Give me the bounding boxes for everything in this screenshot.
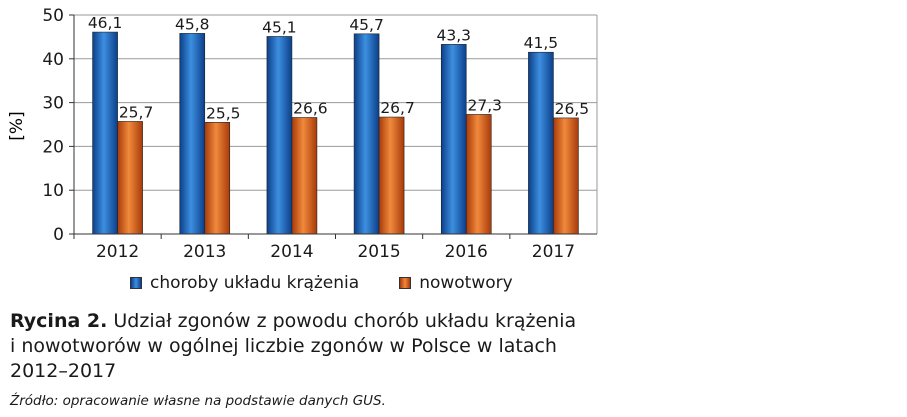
bar <box>204 122 231 235</box>
y-tick-label: 50 <box>42 6 64 26</box>
caption-line-1: Udział zgonów z powodu chorób układu krą… <box>107 310 577 332</box>
data-label: 45,8 <box>175 15 210 33</box>
bar <box>440 44 467 235</box>
data-label: 45,7 <box>349 16 384 34</box>
legend-swatch-orange <box>399 277 412 289</box>
caption-line-2: i nowotworów w ogólnej liczbie zgonów w … <box>10 335 557 357</box>
y-tick-label: 20 <box>42 137 64 157</box>
bar <box>291 117 318 235</box>
data-label: 41,5 <box>524 34 559 52</box>
x-tick-label: 2015 <box>357 242 400 262</box>
source-note: Źródło: opracowanie własne na podstawie … <box>10 393 386 409</box>
bar <box>92 31 118 235</box>
y-axis-label: [%] <box>7 111 27 140</box>
legend-label: nowotwory <box>419 273 513 293</box>
caption-prefix: Rycina 2. <box>10 310 108 332</box>
x-tick-label: 2012 <box>96 242 139 262</box>
bar <box>528 51 554 235</box>
data-label: 43,3 <box>436 26 471 44</box>
bar <box>378 116 405 235</box>
data-label: 45,1 <box>262 18 297 36</box>
figure-caption: Rycina 2. Udział zgonów z powodu chorób … <box>10 309 610 384</box>
bar <box>465 114 492 235</box>
data-label: 25,5 <box>206 104 241 122</box>
y-tick-label: 0 <box>53 225 64 245</box>
x-tick-label: 2014 <box>270 242 313 262</box>
legend-label: choroby układu krążenia <box>150 273 360 293</box>
legend-swatch-blue <box>130 277 142 289</box>
y-tick-label: 40 <box>42 50 64 70</box>
legend: choroby układu krążenia nowotwory <box>130 273 553 293</box>
x-tick-label: 2013 <box>183 242 226 262</box>
bar <box>179 33 206 235</box>
bar <box>266 36 293 235</box>
legend-item-series-2: nowotwory <box>399 273 513 293</box>
bars <box>92 31 579 235</box>
bar <box>117 121 143 235</box>
bar <box>353 33 380 235</box>
gridlines <box>74 14 598 234</box>
data-label: 25,7 <box>119 103 154 121</box>
data-label: 27,3 <box>467 96 502 114</box>
caption-line-3: 2012–2017 <box>10 360 117 382</box>
x-tick-label: 2016 <box>445 242 488 262</box>
data-label: 46,1 <box>88 14 123 32</box>
data-label: 26,5 <box>555 100 590 118</box>
data-labels: 46,1 25,7 45,8 25,5 45,1 26,6 45,7 26,7 43,3 27,3… <box>88 14 589 122</box>
bar-chart: 46,1 25,7 45,8 25,5 45,1 26,6 45,7 26,7 43,3 27,3… <box>7 6 598 262</box>
x-tick-label: 2017 <box>532 242 575 262</box>
y-tick-label: 10 <box>42 181 64 201</box>
bar <box>553 117 579 235</box>
data-label: 26,7 <box>380 99 415 117</box>
legend-item-series-1: choroby układu krążenia <box>130 273 359 293</box>
y-tick-label: 30 <box>42 94 64 114</box>
data-label: 26,6 <box>293 99 328 117</box>
axes: 0 10 20 30 40 50 2012 2013 2014 2015 2016 2017 <box>42 6 597 262</box>
